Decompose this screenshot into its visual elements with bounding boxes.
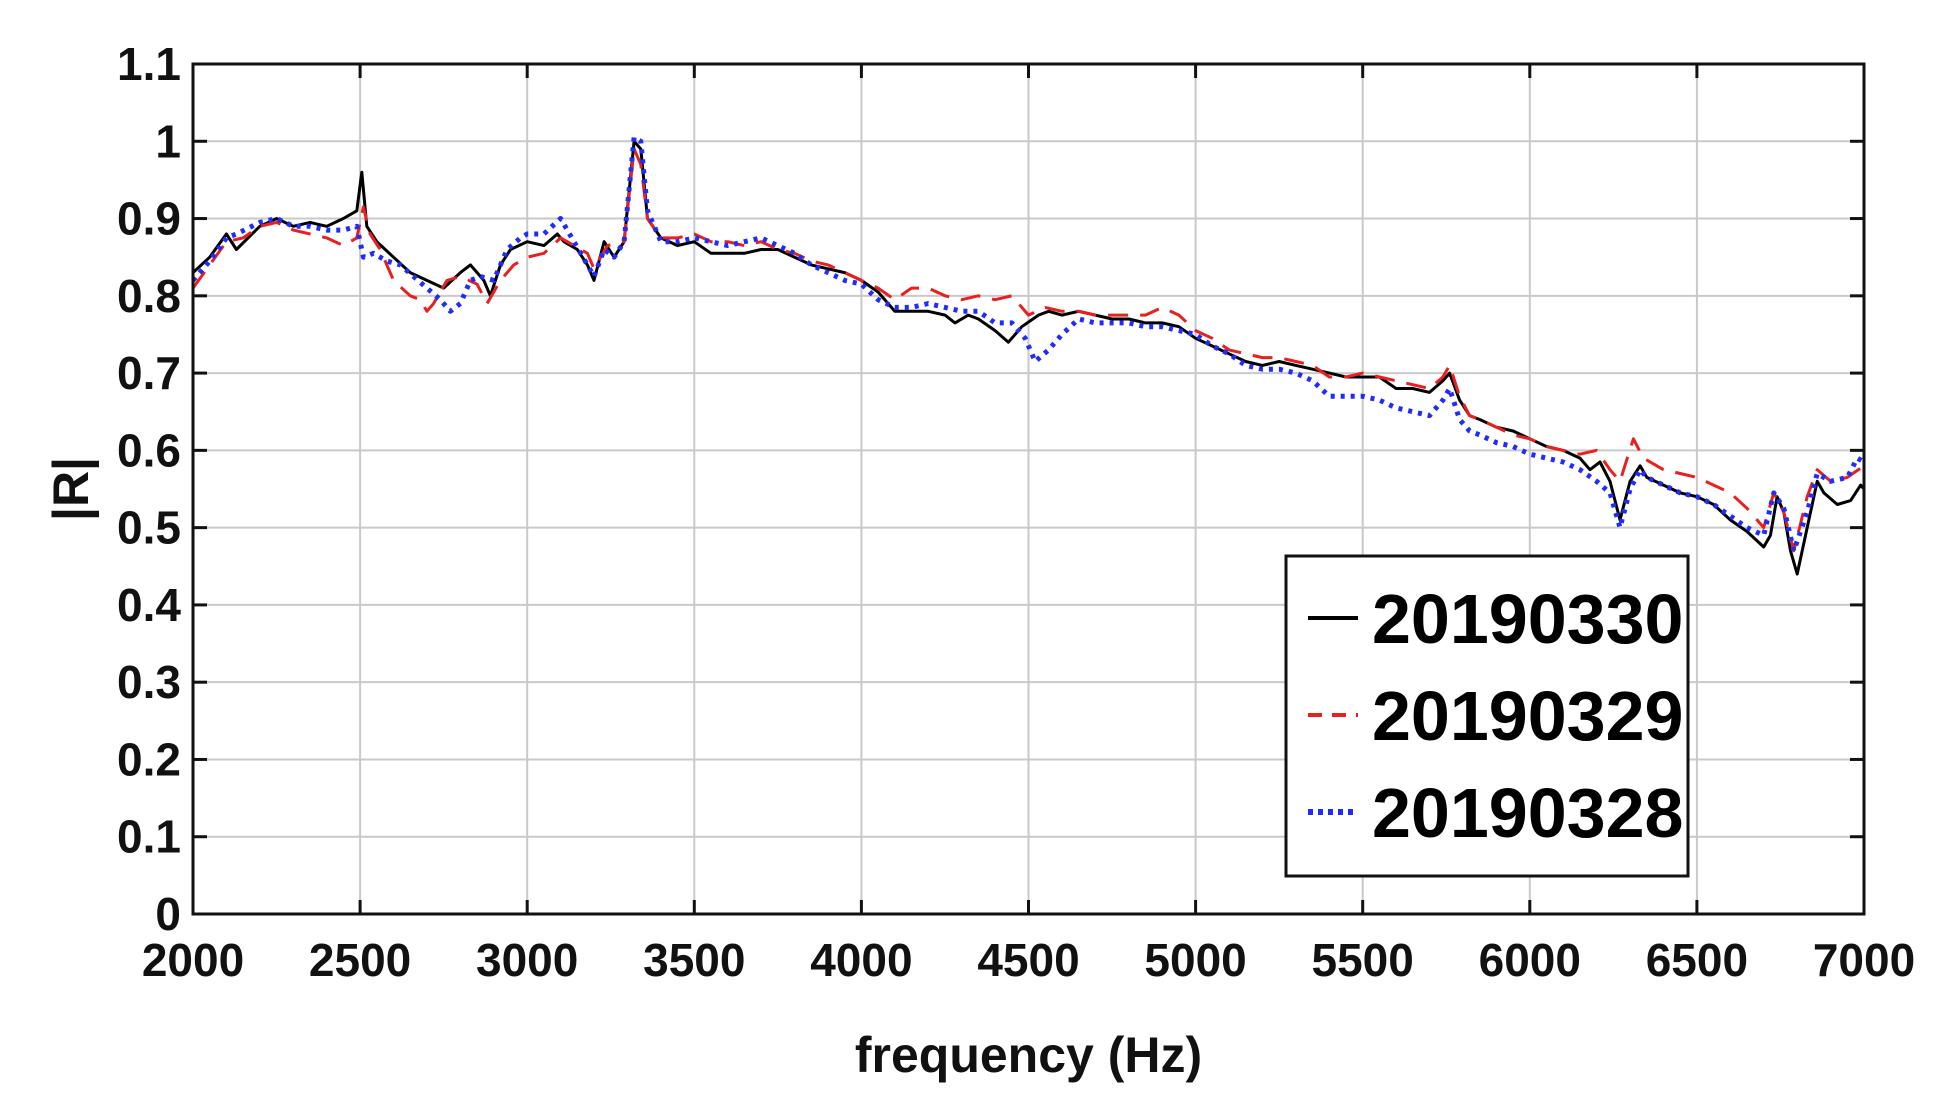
y-tick-label: 1 bbox=[155, 115, 181, 167]
x-tick-label: 4000 bbox=[810, 934, 912, 986]
x-tick-label: 7000 bbox=[1813, 934, 1915, 986]
series-line-20190329 bbox=[191, 147, 1865, 553]
y-tick-label: 0.7 bbox=[117, 347, 181, 399]
y-tick-label: 0.5 bbox=[117, 502, 181, 554]
x-tick-label: 5000 bbox=[1144, 934, 1246, 986]
tick-labels: 2000 2500 3000 3500 4000 4500 5000 5500 6000 6500… bbox=[117, 38, 1915, 986]
x-tick-label: 2500 bbox=[309, 934, 411, 986]
legend-label: 20190330 bbox=[1372, 580, 1683, 658]
x-tick-label: 6000 bbox=[1479, 934, 1581, 986]
x-tick-label: 5500 bbox=[1312, 934, 1414, 986]
y-axis-title: |R| bbox=[43, 457, 100, 521]
y-tick-label: 1.1 bbox=[117, 38, 181, 90]
y-tick-label: 0.4 bbox=[117, 579, 181, 631]
x-tick-label: 6500 bbox=[1646, 934, 1748, 986]
y-tick-label: 0.9 bbox=[117, 193, 181, 245]
y-tick-label: 0 bbox=[155, 888, 181, 940]
y-tick-label: 0.1 bbox=[117, 811, 181, 863]
x-tick-label: 4500 bbox=[977, 934, 1079, 986]
legend-label: 20190329 bbox=[1372, 677, 1683, 755]
series-line-20190330 bbox=[191, 139, 1866, 576]
x-axis-title: frequency (Hz) bbox=[855, 1027, 1202, 1083]
legend-label: 20190328 bbox=[1372, 774, 1683, 852]
y-tick-label: 0.8 bbox=[117, 270, 181, 322]
legend-box bbox=[1284, 554, 1690, 878]
y-tick-label: 0.6 bbox=[117, 424, 181, 476]
x-tick-label: 3500 bbox=[643, 934, 745, 986]
y-tick-label: 0.2 bbox=[117, 733, 181, 785]
legend: 20190330 20190329 20190328 bbox=[1284, 554, 1690, 878]
y-tick-label: 0.3 bbox=[117, 656, 181, 708]
series-line-20190328 bbox=[191, 134, 1866, 554]
x-tick-label: 2000 bbox=[142, 934, 244, 986]
x-tick-label: 3000 bbox=[476, 934, 578, 986]
series-lines bbox=[191, 134, 1866, 576]
